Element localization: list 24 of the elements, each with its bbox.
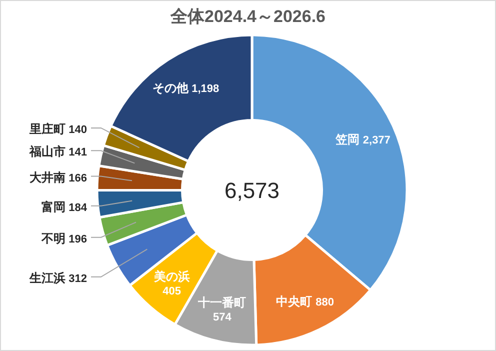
slice-label: 生江浜 xyxy=(28,270,69,285)
data-label: 312 xyxy=(68,272,87,285)
slice-label: 富岡 xyxy=(41,200,69,214)
slice-label: 里庄町 xyxy=(28,122,69,136)
slice-label: その他 xyxy=(152,81,192,96)
data-label: 196 xyxy=(68,233,87,246)
slice-label: 福山市 xyxy=(28,144,69,159)
slice-label: 中央町 xyxy=(276,294,316,308)
chart-title: 全体2024.4～2026.6 xyxy=(170,7,326,26)
data-label: 880 xyxy=(316,296,334,308)
data-label: 1,198 xyxy=(192,83,220,96)
data-label: 574 xyxy=(213,312,232,324)
slice-label: 十一番町 xyxy=(197,296,246,310)
slice-label: 大井南 xyxy=(29,170,69,184)
data-label: 166 xyxy=(68,172,87,184)
data-label: 184 xyxy=(68,202,88,214)
data-label: 405 xyxy=(162,285,182,298)
text: 6,573 xyxy=(224,178,280,203)
data-label: 141 xyxy=(68,146,87,159)
slice-label: 笠岡 xyxy=(334,132,363,146)
slice-label: 不明 xyxy=(40,231,69,246)
data-label: 2,377 xyxy=(362,134,390,146)
data-label: 140 xyxy=(68,124,87,136)
slice-label: 美の浜 xyxy=(152,269,190,284)
